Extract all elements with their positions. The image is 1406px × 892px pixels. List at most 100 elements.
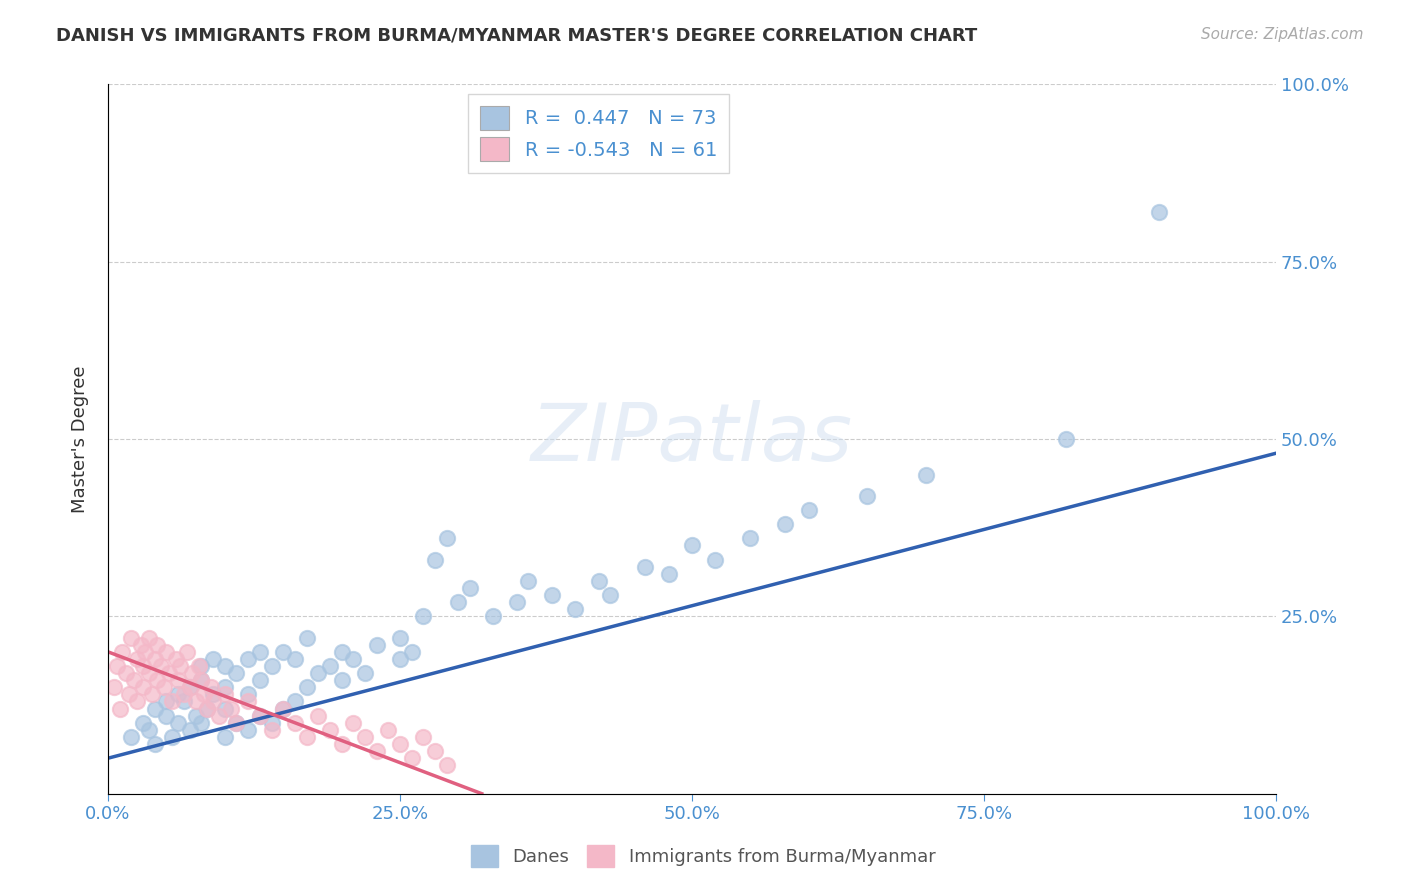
- Point: [214, 701, 236, 715]
- Point: [295, 631, 318, 645]
- Point: [167, 673, 190, 688]
- Point: [797, 503, 820, 517]
- Point: [236, 723, 259, 737]
- Point: [681, 538, 703, 552]
- Point: [188, 659, 211, 673]
- Point: [330, 645, 353, 659]
- Point: [114, 666, 136, 681]
- Point: [704, 552, 727, 566]
- Point: [236, 694, 259, 708]
- Point: [153, 681, 176, 695]
- Point: [342, 715, 364, 730]
- Point: [740, 532, 762, 546]
- Point: [260, 723, 283, 737]
- Point: [423, 552, 446, 566]
- Point: [856, 489, 879, 503]
- Point: [1147, 205, 1170, 219]
- Point: [134, 645, 156, 659]
- Legend: Danes, Immigrants from Burma/Myanmar: Danes, Immigrants from Burma/Myanmar: [464, 838, 942, 874]
- Point: [260, 715, 283, 730]
- Legend: R =  0.447   N = 73, R = -0.543   N = 61: R = 0.447 N = 73, R = -0.543 N = 61: [468, 95, 728, 173]
- Point: [169, 659, 191, 673]
- Point: [401, 645, 423, 659]
- Point: [155, 645, 177, 659]
- Point: [599, 588, 621, 602]
- Point: [179, 681, 201, 695]
- Point: [195, 701, 218, 715]
- Point: [149, 659, 172, 673]
- Point: [138, 666, 160, 681]
- Point: [155, 694, 177, 708]
- Point: [271, 701, 294, 715]
- Point: [219, 701, 242, 715]
- Point: [377, 723, 399, 737]
- Point: [295, 681, 318, 695]
- Point: [260, 659, 283, 673]
- Point: [284, 715, 307, 730]
- Point: [143, 652, 166, 666]
- Point: [366, 638, 388, 652]
- Point: [132, 715, 155, 730]
- Point: [458, 581, 481, 595]
- Point: [176, 645, 198, 659]
- Point: [775, 517, 797, 532]
- Point: [167, 715, 190, 730]
- Point: [634, 559, 657, 574]
- Point: [108, 701, 131, 715]
- Point: [202, 652, 225, 666]
- Point: [354, 666, 377, 681]
- Point: [249, 645, 271, 659]
- Point: [330, 673, 353, 688]
- Point: [160, 694, 183, 708]
- Point: [284, 694, 307, 708]
- Point: [412, 730, 434, 744]
- Text: Source: ZipAtlas.com: Source: ZipAtlas.com: [1201, 27, 1364, 42]
- Point: [120, 631, 142, 645]
- Point: [388, 652, 411, 666]
- Point: [540, 588, 562, 602]
- Point: [330, 737, 353, 751]
- Point: [319, 723, 342, 737]
- Point: [482, 609, 505, 624]
- Point: [271, 645, 294, 659]
- Point: [160, 730, 183, 744]
- Point: [165, 652, 187, 666]
- Point: [236, 652, 259, 666]
- Point: [307, 666, 329, 681]
- Point: [225, 715, 247, 730]
- Point: [118, 687, 141, 701]
- Point: [127, 652, 149, 666]
- Point: [564, 602, 586, 616]
- Point: [342, 652, 364, 666]
- Point: [190, 715, 212, 730]
- Point: [1054, 432, 1077, 446]
- Point: [200, 681, 222, 695]
- Point: [181, 666, 204, 681]
- Point: [143, 737, 166, 751]
- Text: DANISH VS IMMIGRANTS FROM BURMA/MYANMAR MASTER'S DEGREE CORRELATION CHART: DANISH VS IMMIGRANTS FROM BURMA/MYANMAR …: [56, 27, 977, 45]
- Point: [146, 638, 169, 652]
- Point: [193, 687, 215, 701]
- Point: [366, 744, 388, 758]
- Point: [173, 694, 195, 708]
- Point: [190, 673, 212, 688]
- Point: [146, 673, 169, 688]
- Point: [354, 730, 377, 744]
- Point: [914, 467, 936, 482]
- Point: [195, 701, 218, 715]
- Point: [506, 595, 529, 609]
- Point: [122, 673, 145, 688]
- Point: [103, 681, 125, 695]
- Point: [214, 687, 236, 701]
- Point: [179, 681, 201, 695]
- Point: [401, 751, 423, 765]
- Point: [319, 659, 342, 673]
- Y-axis label: Master's Degree: Master's Degree: [72, 366, 89, 513]
- Point: [184, 708, 207, 723]
- Point: [388, 631, 411, 645]
- Point: [132, 659, 155, 673]
- Point: [190, 673, 212, 688]
- Point: [588, 574, 610, 588]
- Point: [249, 708, 271, 723]
- Point: [284, 652, 307, 666]
